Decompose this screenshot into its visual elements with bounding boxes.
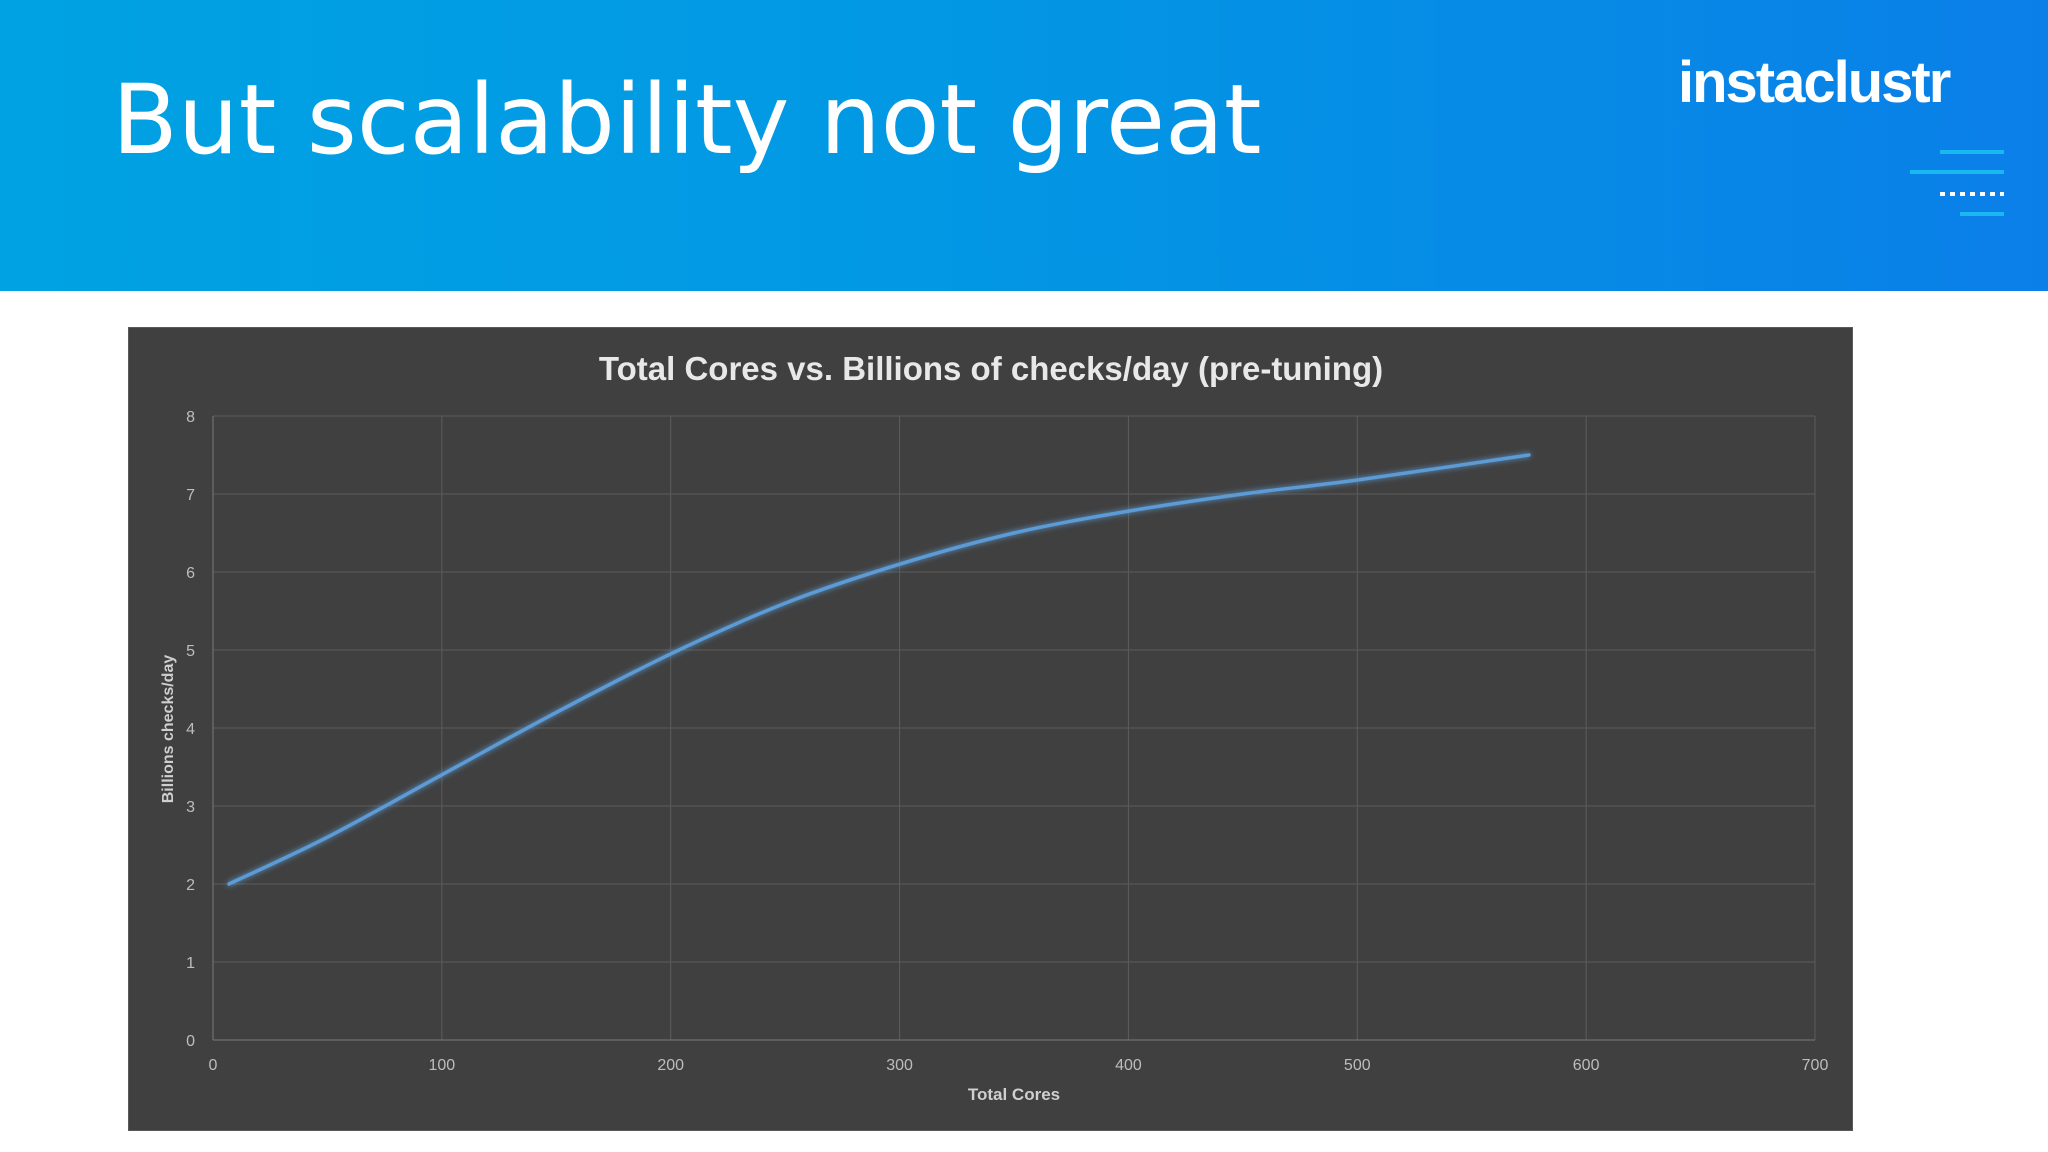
x-tick-label: 100 bbox=[429, 1057, 456, 1074]
chart-title: Total Cores vs. Billions of checks/day (… bbox=[599, 350, 1383, 387]
x-tick-label: 200 bbox=[657, 1057, 684, 1074]
axes: 0 1 2 3 4 5 6 7 8 0 100 200 300 400 500 600 700 bbox=[186, 409, 1828, 1074]
x-axis-label: Total Cores bbox=[968, 1085, 1060, 1104]
y-tick-label: 5 bbox=[186, 643, 195, 660]
x-tick-label: 300 bbox=[886, 1057, 913, 1074]
series-line bbox=[227, 453, 1531, 886]
x-tick-label: 0 bbox=[209, 1057, 218, 1074]
y-tick-label: 4 bbox=[186, 721, 195, 738]
y-tick-label: 1 bbox=[186, 955, 195, 972]
gridlines bbox=[212, 415, 1816, 1041]
y-tick-label: 3 bbox=[186, 799, 195, 816]
y-tick-label: 8 bbox=[186, 409, 195, 426]
page-title: But scalability not great bbox=[112, 64, 1262, 176]
y-tick-label: 6 bbox=[186, 565, 195, 582]
x-tick-label: 600 bbox=[1573, 1057, 1600, 1074]
y-tick-label: 0 bbox=[186, 1033, 195, 1050]
series bbox=[227, 453, 1531, 886]
x-tick-label: 500 bbox=[1344, 1057, 1371, 1074]
line-chart: Total Cores vs. Billions of checks/day (… bbox=[160, 350, 1828, 1104]
x-tick-label: 400 bbox=[1115, 1057, 1142, 1074]
instaclustr-logo: instaclustr bbox=[1678, 50, 1951, 115]
header-banner: But scalability not great instaclustr bbox=[0, 0, 2048, 291]
y-tick-label: 2 bbox=[186, 877, 195, 894]
logo-lines-icon bbox=[1910, 150, 2004, 216]
chart-area: Total Cores vs. Billions of checks/day (… bbox=[128, 327, 1853, 1131]
y-tick-label: 7 bbox=[186, 487, 195, 504]
x-tick-label: 700 bbox=[1802, 1057, 1829, 1074]
y-axis-label: Billions checks/day bbox=[160, 655, 177, 804]
